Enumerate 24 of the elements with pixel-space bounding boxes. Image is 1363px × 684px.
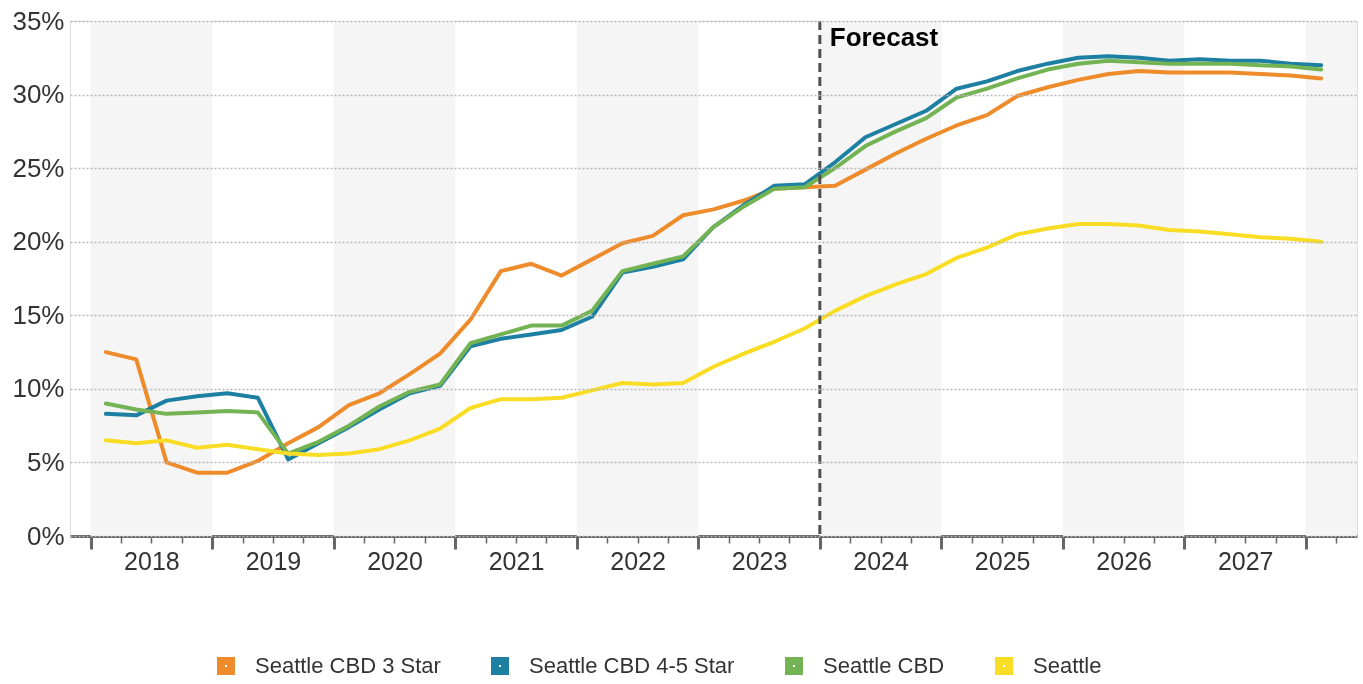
y-tick-label: 35% [12, 5, 65, 36]
y-tick-label: 10% [12, 373, 65, 404]
y-tick-label: 20% [12, 226, 65, 257]
x-tick-label: 2027 [1217, 546, 1274, 575]
x-tick-label: 2022 [610, 546, 666, 575]
y-tick-label: 0% [26, 520, 65, 551]
y-tick-label: 30% [12, 79, 65, 110]
ref-line-label: Forecast [829, 22, 939, 52]
y-tick-label: 15% [12, 299, 65, 330]
x-tick-label: 2018 [124, 546, 180, 575]
x-tick-label: 2026 [1096, 546, 1152, 575]
x-tick-label: 2020 [367, 546, 423, 575]
y-tick-label: 25% [12, 152, 65, 183]
legend-label: Seattle CBD 3 Star [255, 653, 441, 678]
x-tick-label: 2024 [853, 546, 909, 575]
y-tick-label: 5% [26, 446, 65, 477]
legend-label: Seattle CBD [823, 653, 945, 678]
line-series [103, 222, 1324, 458]
x-tick-label: 2021 [488, 546, 545, 575]
legend-label: Seattle [1033, 653, 1102, 678]
x-tick-label: 2019 [245, 546, 302, 575]
legend-label: Seattle CBD 4-5 Star [529, 653, 735, 678]
x-tick-label: 2025 [974, 546, 1031, 575]
x-tick-label: 2023 [731, 546, 788, 575]
